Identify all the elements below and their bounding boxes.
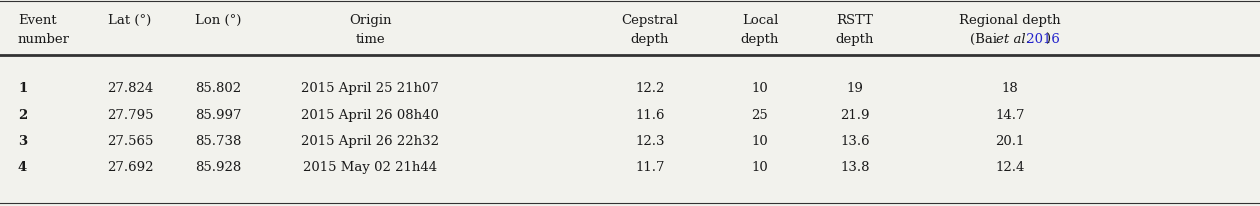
Text: 2015 April 25 21h07: 2015 April 25 21h07 [301, 82, 438, 95]
Text: depth: depth [835, 33, 874, 46]
Text: RSTT: RSTT [837, 14, 873, 27]
Text: 11.6: 11.6 [635, 109, 665, 121]
Text: 2016: 2016 [1022, 33, 1060, 46]
Text: Local: Local [742, 14, 779, 27]
Text: Cepstral: Cepstral [621, 14, 678, 27]
Text: 85.802: 85.802 [195, 82, 241, 95]
Text: 20.1: 20.1 [995, 134, 1024, 147]
Text: et al.: et al. [997, 33, 1031, 46]
Text: 85.738: 85.738 [195, 134, 241, 147]
Text: 21.9: 21.9 [840, 109, 869, 121]
Text: 19: 19 [847, 82, 863, 95]
Text: 27.565: 27.565 [107, 134, 154, 147]
Text: depth: depth [631, 33, 669, 46]
Text: 2015 May 02 21h44: 2015 May 02 21h44 [302, 160, 437, 173]
Text: Lon (°): Lon (°) [195, 14, 241, 27]
Text: ): ) [1046, 33, 1051, 46]
Text: 12.3: 12.3 [635, 134, 665, 147]
Text: 3: 3 [18, 134, 28, 147]
Text: 18: 18 [1002, 82, 1018, 95]
Text: Lat (°): Lat (°) [108, 14, 151, 27]
Text: Event: Event [18, 14, 57, 27]
Text: 2015 April 26 22h32: 2015 April 26 22h32 [301, 134, 438, 147]
Text: 1: 1 [18, 82, 28, 95]
Text: 85.928: 85.928 [195, 160, 241, 173]
Text: 12.4: 12.4 [995, 160, 1024, 173]
Text: (Bai: (Bai [969, 33, 1000, 46]
Text: number: number [18, 33, 71, 46]
Text: 27.795: 27.795 [107, 109, 154, 121]
Text: 85.997: 85.997 [195, 109, 241, 121]
Text: 27.692: 27.692 [107, 160, 154, 173]
Text: 11.7: 11.7 [635, 160, 665, 173]
Text: 10: 10 [752, 134, 769, 147]
Text: 27.824: 27.824 [107, 82, 154, 95]
Text: depth: depth [741, 33, 779, 46]
Text: Regional depth: Regional depth [959, 14, 1061, 27]
Text: 10: 10 [752, 82, 769, 95]
Text: 4: 4 [18, 160, 28, 173]
Text: 2: 2 [18, 109, 28, 121]
Text: 10: 10 [752, 160, 769, 173]
Text: 14.7: 14.7 [995, 109, 1024, 121]
Text: 25: 25 [752, 109, 769, 121]
Text: Origin: Origin [349, 14, 392, 27]
Text: 13.8: 13.8 [840, 160, 869, 173]
Text: 13.6: 13.6 [840, 134, 869, 147]
Text: 12.2: 12.2 [635, 82, 665, 95]
Text: time: time [355, 33, 384, 46]
Text: 2015 April 26 08h40: 2015 April 26 08h40 [301, 109, 438, 121]
